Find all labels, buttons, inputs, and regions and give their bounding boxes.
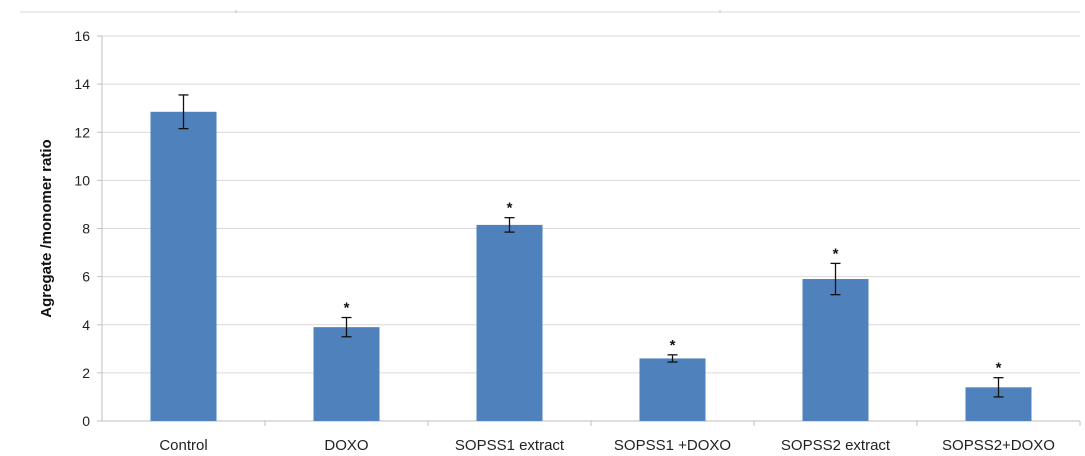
significance-asterisk: * [507, 200, 513, 217]
significance-asterisk: * [996, 360, 1002, 377]
y-tick-label: 10 [74, 172, 90, 188]
category-label: DOXO [324, 437, 368, 454]
y-axis-label: Agregate /monomer ratio [38, 139, 55, 317]
category-label: Control [159, 437, 207, 454]
significance-asterisk: * [344, 300, 350, 317]
significance-asterisk: * [833, 245, 839, 262]
bar [802, 279, 869, 421]
bars [150, 111, 1032, 421]
y-tick-label: 6 [82, 269, 90, 285]
category-label: SOPSS1 +DOXO [614, 437, 731, 454]
y-tick-label: 0 [82, 413, 90, 429]
bar [476, 224, 543, 421]
significance-asterisk: * [670, 337, 676, 354]
significance-markers: * * * * * [344, 200, 1002, 377]
error-bars [178, 94, 1004, 398]
y-tick-label: 8 [82, 221, 90, 237]
y-tick-label: 4 [82, 317, 90, 333]
y-tick-label: 14 [74, 76, 90, 92]
y-tick-label: 16 [74, 28, 90, 44]
bar [639, 358, 706, 421]
y-tick-labels: 0 2 4 6 8 10 12 14 16 [74, 28, 90, 429]
category-label: SOPSS2 extract [781, 437, 891, 454]
category-labels: Control DOXO SOPSS1 extract SOPSS1 +DOXO SOP… [159, 437, 1055, 454]
y-tick-label: 12 [74, 124, 90, 140]
bar [313, 327, 380, 421]
category-label: SOPSS1 extract [455, 437, 565, 454]
bar [150, 111, 217, 421]
y-tick-label: 2 [82, 365, 90, 381]
category-label: SOPSS2+DOXO [942, 437, 1055, 454]
gridlines [20, 10, 1081, 426]
